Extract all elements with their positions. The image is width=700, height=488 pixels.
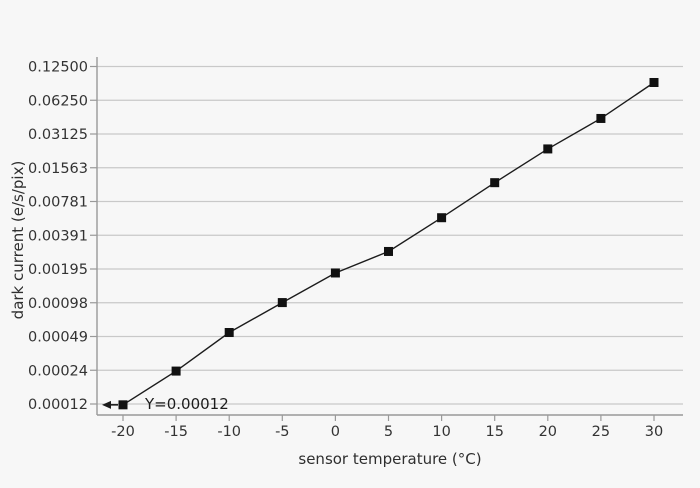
y-axis-title: dark current (e/s/pix) [9, 160, 27, 320]
y-tick-label: 0.12500 [28, 60, 88, 76]
data-point-marker [490, 178, 500, 188]
y-tick-label: 0.01563 [28, 161, 88, 177]
data-point-marker [543, 144, 553, 154]
y-tick-label: 0.00049 [28, 330, 88, 346]
arrow-left-icon [102, 400, 118, 409]
annotation-y-min-label: Y=0.00012 [145, 395, 229, 413]
data-point-marker [171, 366, 181, 376]
x-tick-label: 25 [592, 424, 610, 440]
y-tick-label: 0.00012 [28, 397, 88, 413]
data-point-marker [596, 113, 606, 123]
x-tick-label: -15 [164, 424, 188, 440]
data-point-marker [437, 213, 447, 223]
data-point-marker [649, 77, 659, 87]
y-tick-label: 0.00024 [28, 363, 88, 379]
data-point-marker [384, 246, 393, 256]
x-tick-label: 30 [645, 424, 663, 440]
x-tick-label: -5 [275, 424, 289, 440]
y-tick-label: 0.06250 [28, 93, 88, 109]
data-point-marker [118, 400, 128, 410]
data-point-marker [224, 328, 234, 338]
x-tick-label: 5 [384, 424, 393, 440]
x-tick-label: -10 [217, 424, 241, 440]
x-tick-label: 15 [485, 424, 503, 440]
x-axis-title: sensor temperature (°C) [298, 450, 482, 468]
y-tick-label: 0.00098 [28, 296, 88, 312]
data-line [122, 81, 655, 406]
x-tick-label: -20 [111, 424, 135, 440]
data-point-marker [277, 298, 287, 308]
x-tick-label: 10 [432, 424, 450, 440]
data-point-marker [330, 268, 340, 278]
x-tick-label: 0 [331, 424, 340, 440]
y-tick-label: 0.00195 [28, 262, 88, 278]
y-tick-label: 0.03125 [28, 127, 88, 143]
arrow-head [102, 400, 111, 409]
y-tick-label: 0.00781 [28, 195, 88, 211]
x-tick-label: 20 [539, 424, 557, 440]
y-tick-label: 0.00391 [28, 228, 88, 244]
